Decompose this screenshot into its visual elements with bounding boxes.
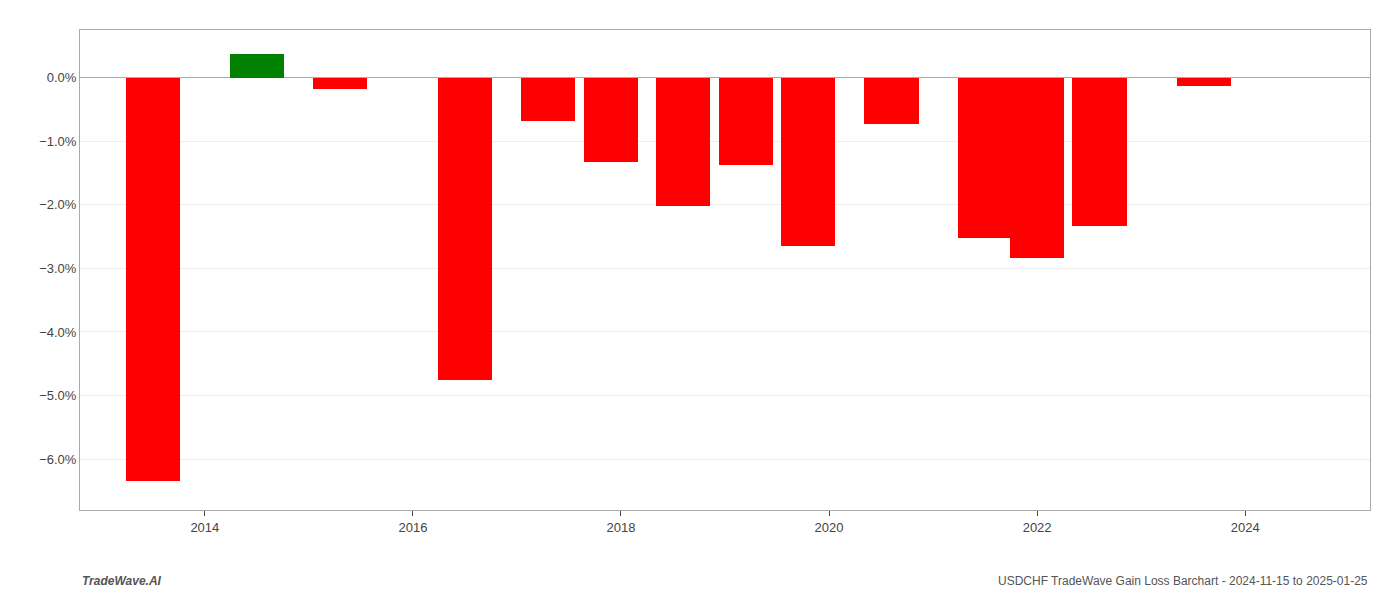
svg-text:−4.0%: −4.0% <box>39 325 77 340</box>
svg-text:TradeWave.AI: TradeWave.AI <box>82 574 162 588</box>
svg-text:USDCHF TradeWave Gain Loss Bar: USDCHF TradeWave Gain Loss Barchart - 20… <box>998 574 1368 588</box>
svg-text:−1.0%: −1.0% <box>39 134 77 149</box>
svg-text:2022: 2022 <box>1023 520 1052 535</box>
svg-text:−2.0%: −2.0% <box>39 197 77 212</box>
svg-text:2020: 2020 <box>815 520 844 535</box>
svg-text:2016: 2016 <box>398 520 427 535</box>
svg-text:2024: 2024 <box>1231 520 1260 535</box>
svg-text:2014: 2014 <box>190 520 219 535</box>
svg-text:2018: 2018 <box>607 520 636 535</box>
svg-text:−5.0%: −5.0% <box>39 388 77 403</box>
svg-text:−6.0%: −6.0% <box>39 452 77 467</box>
svg-text:0.0%: 0.0% <box>47 70 77 85</box>
svg-text:−3.0%: −3.0% <box>39 261 77 276</box>
